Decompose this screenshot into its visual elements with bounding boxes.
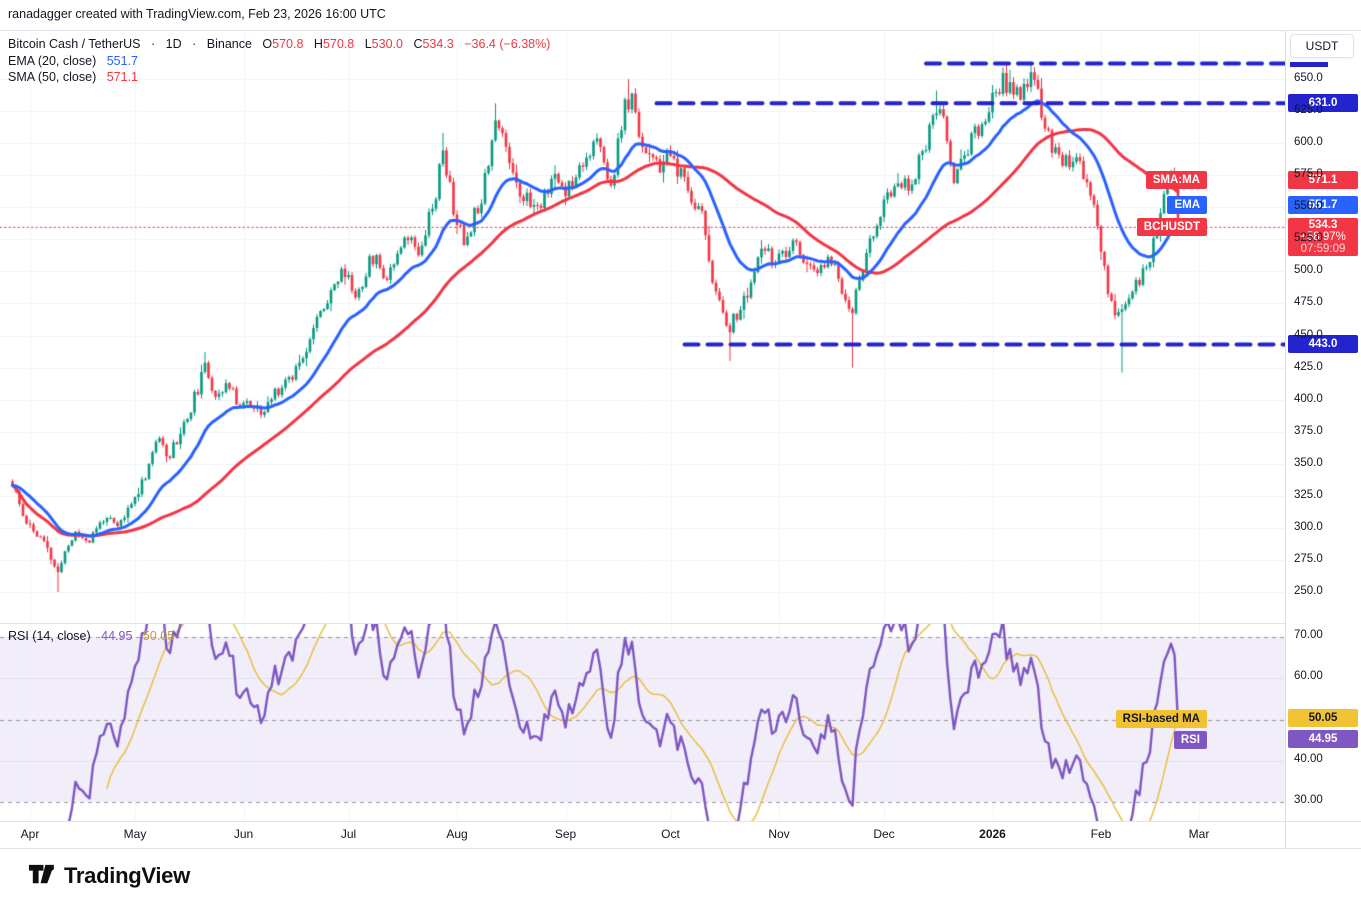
tradingview-logo-text: TradingView	[64, 862, 190, 888]
symbol-tag-label: BCHUSDT	[1136, 218, 1207, 237]
rsi-canvas[interactable]	[0, 624, 1285, 822]
time-tick: Jun	[233, 827, 254, 841]
sma-tag-label: SMA:MA	[1145, 171, 1207, 190]
price-tick: 450.0	[1294, 328, 1323, 341]
price-tick: 600.0	[1294, 136, 1323, 149]
rsi-tick: 60.00	[1294, 670, 1323, 683]
ema-tag-label: EMA	[1167, 196, 1207, 215]
price-tick: 650.0	[1294, 72, 1323, 84]
time-tick: Dec	[873, 827, 895, 841]
price-tick: 300.0	[1294, 520, 1323, 533]
price-tick: 575.0	[1294, 168, 1323, 181]
change-value: −36.4 (−6.38%)	[464, 37, 551, 51]
low-label: L	[364, 37, 372, 51]
price-tick: 425.0	[1294, 360, 1323, 373]
price-tick: 325.0	[1294, 488, 1323, 501]
rsi-legend-row[interactable]: RSI (14, close) 44.95 50.05	[8, 629, 174, 643]
rsi-tick: 30.00	[1294, 794, 1323, 806]
bar-countdown: 07:59:09	[1300, 243, 1346, 256]
attribution-text: ranadagger created with TradingView.com,…	[8, 7, 386, 21]
time-tick: 2026	[979, 827, 1006, 841]
upper-resistance-axis-dash	[1290, 61, 1328, 67]
high-value: 570.8	[322, 37, 355, 51]
price-tick: 250.0	[1294, 585, 1323, 597]
last-price-value: 534.3	[1308, 219, 1338, 232]
rsi-value: 44.95	[101, 629, 133, 643]
resistance-price-badge: 631.0	[1288, 94, 1358, 113]
tradingview-logo-icon	[28, 864, 55, 884]
time-tick: May	[123, 827, 147, 841]
tradingview-logo[interactable]: TradingView	[28, 862, 190, 889]
sma-legend-row[interactable]: SMA (50, close) 571.1	[8, 70, 138, 84]
time-tick: Nov	[768, 827, 790, 841]
time-tick: Mar	[1188, 827, 1210, 841]
price-tick: 400.0	[1294, 392, 1323, 405]
sma-label: SMA (50, close)	[8, 70, 97, 84]
price-tick: 500.0	[1294, 264, 1323, 277]
open-value: 570.8	[272, 37, 304, 51]
price-tick: 475.0	[1294, 296, 1323, 309]
rsi-tick: 40.00	[1294, 752, 1323, 765]
price-tick: 625.0	[1294, 104, 1323, 117]
low-value: 530.0	[371, 37, 403, 51]
chart-frame: Bitcoin Cash / TetherUS · 1D · Binance O…	[0, 30, 1361, 849]
rsi-ma-value-badge: 50.05	[1288, 709, 1358, 728]
rsi-label: RSI (14, close)	[8, 629, 91, 643]
rsi-tag-label: RSI	[1173, 731, 1207, 750]
sma-price-badge: 571.1	[1288, 171, 1358, 190]
close-value: 534.3	[422, 37, 454, 51]
ema-price-badge: 551.7	[1288, 196, 1358, 215]
symbol-legend-row[interactable]: Bitcoin Cash / TetherUS · 1D · Binance O…	[8, 37, 550, 51]
currency-unit-button[interactable]: USDT	[1290, 34, 1354, 58]
separator: ·	[150, 37, 156, 51]
sma-value: 571.1	[106, 70, 138, 84]
interval-label[interactable]: 1D	[165, 37, 182, 51]
price-tick: 350.0	[1294, 456, 1323, 469]
price-tick: 375.0	[1294, 424, 1323, 437]
high-label: H	[313, 37, 323, 51]
rsi-ma-value: 50.05	[142, 629, 175, 643]
price-tick: 525.0	[1294, 232, 1323, 245]
time-axis[interactable]: Apr May Jun Jul Aug Sep Oct Nov Dec 2026 Feb Mar	[0, 821, 1285, 849]
close-label: C	[413, 37, 423, 51]
main-chart-canvas[interactable]	[0, 31, 1285, 623]
rsi-tick: 70.00	[1294, 629, 1323, 641]
symbol-title: Bitcoin Cash / TetherUS	[8, 37, 141, 51]
price-tick: 550.0	[1294, 200, 1323, 213]
time-tick: Feb	[1090, 827, 1112, 841]
change-percent-value: +58.97%	[1300, 231, 1346, 244]
rsi-pane[interactable]: RSI (14, close) 44.95 50.05 RSI-based MA…	[0, 623, 1285, 822]
time-tick: Oct	[661, 827, 680, 841]
time-axis-corner	[1285, 821, 1361, 849]
support-price-badge: 443.0	[1288, 335, 1358, 354]
time-tick: Apr	[20, 827, 40, 841]
price-axis[interactable]: USDT 631.0 571.1 551.7 534.3 +58.97% 07:…	[1285, 31, 1361, 821]
open-label: O	[262, 37, 273, 51]
ema-value: 551.7	[106, 54, 138, 68]
exchange-label: Binance	[206, 37, 252, 51]
separator: ·	[192, 37, 197, 51]
time-tick: Jul	[340, 827, 357, 841]
time-tick: Aug	[446, 827, 468, 841]
main-price-pane[interactable]: Bitcoin Cash / TetherUS · 1D · Binance O…	[0, 31, 1285, 652]
ema-legend-row[interactable]: EMA (20, close) 551.7	[8, 54, 138, 68]
rsi-value-badge: 44.95	[1288, 730, 1358, 749]
last-price-badge: 534.3 +58.97% 07:59:09	[1288, 218, 1358, 257]
ema-label: EMA (20, close)	[8, 54, 97, 68]
time-tick: Sep	[554, 827, 577, 841]
rsi-ma-tag-label: RSI-based MA	[1115, 710, 1207, 729]
price-tick: 275.0	[1294, 552, 1323, 565]
